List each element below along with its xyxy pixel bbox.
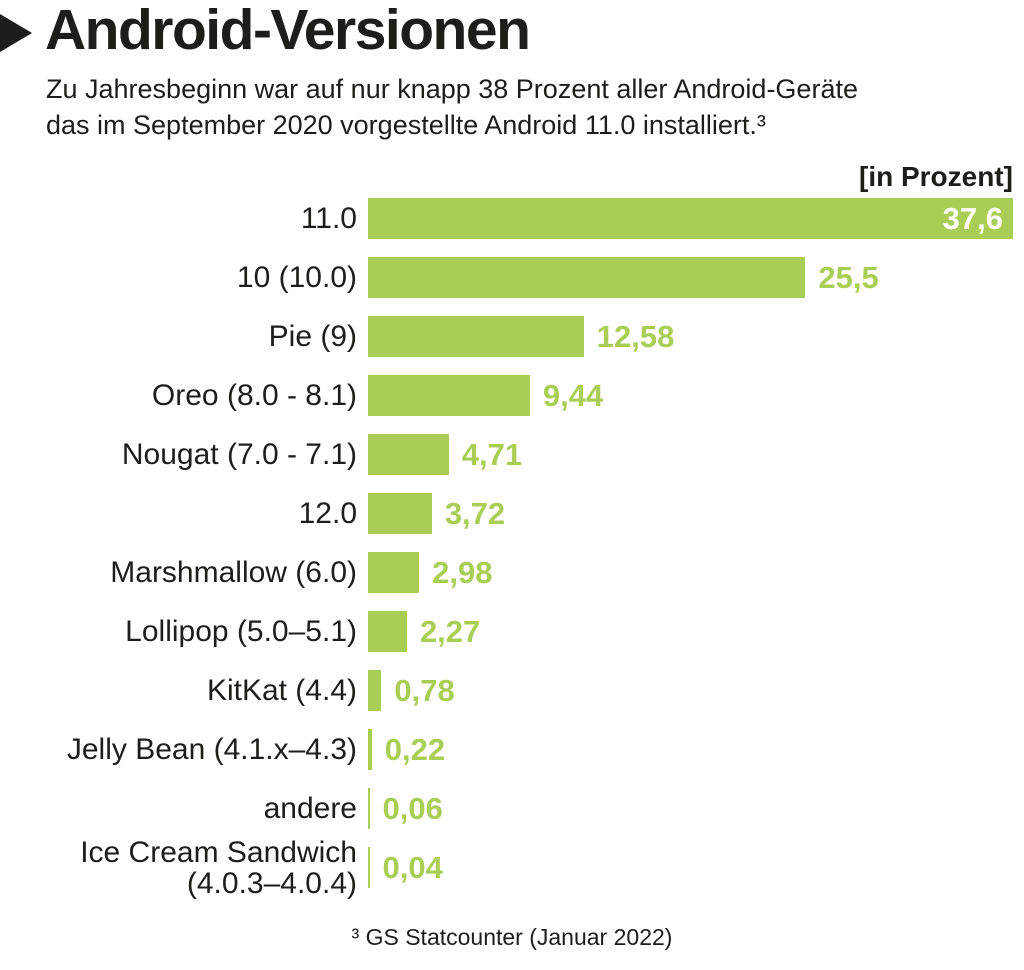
bar-label: Oreo (8.0 - 8.1)	[151, 379, 357, 412]
subtitle-line-1: Zu Jahresbeginn war auf nur knapp 38 Pro…	[46, 74, 858, 104]
bar-label: 10 (10.0)	[236, 261, 357, 294]
bar-label: Ice Cream Sandwich (4.0.3–4.0.4)	[0, 837, 357, 899]
bar-value: 2,27	[419, 613, 481, 649]
bar-value: 9,44	[542, 377, 604, 413]
bar	[368, 316, 584, 357]
bar-track: 4,71	[368, 434, 1024, 475]
subtitle-line-2: das im September 2020 vorgestellte Andro…	[46, 109, 766, 140]
bar-track: 2,27	[368, 611, 1024, 652]
chart-row: Lollipop (5.0–5.1) 2,27	[0, 611, 1024, 652]
bar-track: 0,06	[368, 788, 1024, 829]
chart-row: Pie (9) 12,58	[0, 316, 1024, 357]
bar-track: 37,6	[368, 198, 1024, 239]
bar-track: 12,58	[368, 316, 1024, 357]
source-footnote: ³ GS Statcounter (Januar 2022)	[351, 924, 673, 950]
bar-label: Jelly Bean (4.1.x–4.3)	[66, 733, 357, 766]
bar-value: 0,04	[382, 849, 443, 885]
bar	[368, 788, 370, 829]
bar	[368, 552, 420, 593]
bar-label: Nougat (7.0 - 7.1)	[121, 438, 357, 471]
bar-track: 2,98	[368, 552, 1024, 593]
bar	[368, 611, 407, 652]
chart-row: 10 (10.0) 25,5	[0, 257, 1024, 298]
bar-value: 4,71	[461, 436, 523, 472]
bar	[368, 493, 432, 534]
chart-row: Ice Cream Sandwich (4.0.3–4.0.4) 0,04	[0, 837, 1024, 899]
chart-row: Oreo (8.0 - 8.1) 9,44	[0, 375, 1024, 416]
bar-value: 12,58	[596, 318, 675, 354]
chart-row: 12.0 3,72	[0, 493, 1024, 534]
page-title: Android-Versionen	[45, 0, 531, 62]
bar-label: 11.0	[300, 202, 357, 235]
bar	[368, 847, 370, 888]
bar-track: 0,04	[368, 847, 1024, 888]
chart-row: Nougat (7.0 - 7.1) 4,71	[0, 434, 1024, 475]
bar-track: 3,72	[368, 493, 1024, 534]
bar	[368, 729, 372, 770]
bar-label: Pie (9)	[268, 320, 357, 353]
bar-track: 0,22	[368, 729, 1024, 770]
chart-row: andere 0,06	[0, 788, 1024, 829]
chart-row: Marshmallow (6.0) 2,98	[0, 552, 1024, 593]
bar-value: 25,5	[818, 259, 879, 295]
bar-track: 25,5	[368, 257, 1024, 298]
chart-row: KitKat (4.4) 0,78	[0, 670, 1024, 711]
bar-value: 0,22	[384, 731, 446, 767]
bar-value: 2,98	[432, 554, 493, 590]
chart-header: Android-Versionen	[0, 0, 1024, 59]
bar-label: Marshmallow (6.0)	[110, 556, 357, 589]
bar-value: 3,72	[444, 495, 506, 531]
bar-label: KitKat (4.4)	[206, 674, 357, 707]
bar-track: 0,78	[368, 670, 1024, 711]
bar	[368, 670, 382, 711]
chart-row: 11.0 37,6	[0, 198, 1024, 239]
bar-label: 12.0	[298, 497, 357, 530]
right-triangle-bullet-icon	[0, 13, 32, 52]
bar-label-line: Ice Cream Sandwich	[80, 835, 357, 869]
bar-value: 37,6	[942, 201, 1003, 236]
bar	[368, 375, 530, 416]
chart-subtitle: Zu Jahresbeginn war auf nur knapp 38 Pro…	[46, 72, 1004, 143]
bar-value: 0,06	[382, 790, 443, 826]
chart-row: Jelly Bean (4.1.x–4.3) 0,22	[0, 729, 1024, 770]
bar-label: Lollipop (5.0–5.1)	[125, 615, 357, 648]
bar-chart: 11.0 37,6 10 (10.0) 25,5 Pie (9) 12,58 Oreo (8…	[0, 198, 1024, 899]
bar: 37,6	[368, 198, 1013, 239]
bar	[368, 434, 449, 475]
bar-value: 0,78	[394, 672, 455, 708]
unit-label: [in Prozent]	[859, 161, 1013, 192]
bar-label: andere	[263, 792, 357, 825]
bar	[368, 257, 806, 298]
bar-track: 9,44	[368, 375, 1024, 416]
bar-label-line: (4.0.3–4.0.4)	[186, 866, 357, 900]
